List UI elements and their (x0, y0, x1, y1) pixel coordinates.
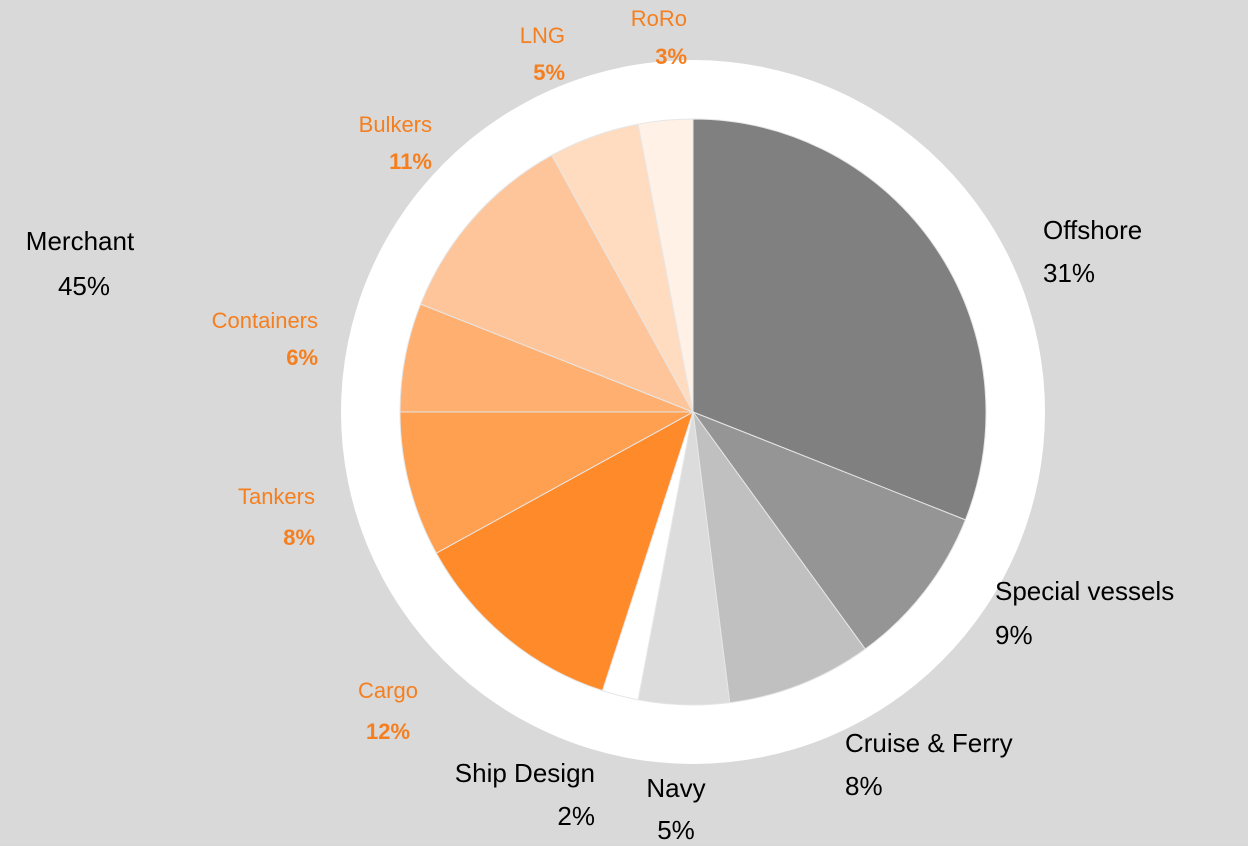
group-label: Merchant (26, 226, 135, 256)
slice-label: Bulkers (359, 112, 432, 137)
pie-slice (399, 411, 694, 554)
pie-slice (419, 154, 695, 413)
slice-value-label: 5% (657, 815, 695, 845)
slice-label: Cargo (358, 678, 418, 703)
pie-slice (692, 411, 866, 704)
slice-value-label: 2% (557, 801, 595, 831)
pie-slice (692, 118, 987, 521)
slice-label: Special vessels (995, 576, 1174, 606)
slice-label: Ship Design (455, 758, 595, 788)
slice-label: Containers (212, 308, 318, 333)
pie-slice (691, 410, 967, 650)
slice-value-label: 9% (995, 620, 1033, 650)
slice-label: RoRo (631, 6, 687, 31)
slice-value-label: 31% (1043, 258, 1095, 288)
group-value-label: 45% (58, 271, 110, 301)
slice-value-label: 8% (845, 771, 883, 801)
slice-label: Offshore (1043, 215, 1142, 245)
slice-value-label: 8% (283, 525, 315, 550)
pie-slice (435, 410, 694, 692)
slice-value-label: 6% (286, 345, 318, 370)
slice-value-label: 11% (389, 149, 432, 174)
slice-label: LNG (520, 23, 565, 48)
slice-label: Navy (646, 773, 705, 803)
slice-label: Tankers (238, 484, 315, 509)
pie-slice (637, 118, 694, 413)
slice-value-label: 5% (533, 60, 565, 85)
slice-value-label: 12% (366, 719, 410, 744)
slice-label: Cruise & Ferry (845, 728, 1013, 758)
slice-value-label: 3% (655, 44, 687, 69)
